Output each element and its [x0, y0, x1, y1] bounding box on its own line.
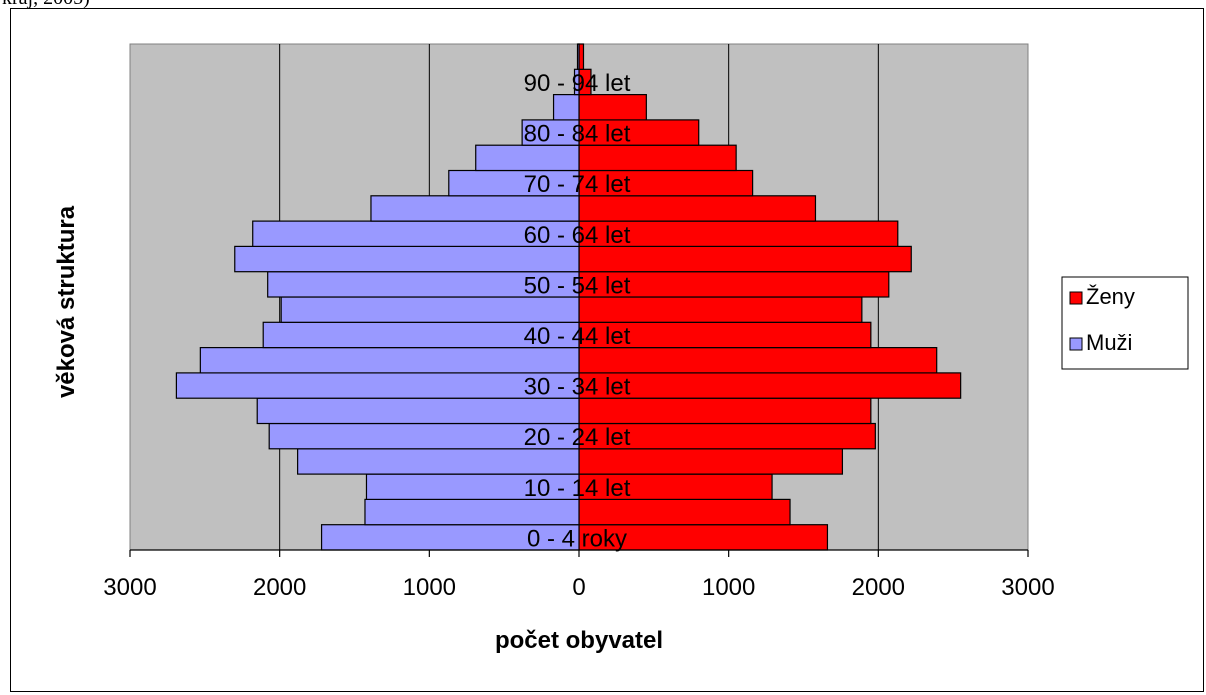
bar-zeny: [578, 271, 890, 298]
series-muzi-bars: [175, 43, 580, 551]
bar-zeny: [578, 473, 773, 501]
category-label: 80 - 84 let: [524, 121, 631, 148]
legend-label: Muži: [1086, 330, 1132, 355]
bar-muzi: [320, 524, 580, 551]
x-tick-label: 2000: [852, 574, 905, 601]
x-tick-label: 2000: [253, 574, 306, 601]
bar-zeny: [578, 347, 938, 374]
bar-muzi: [521, 119, 580, 146]
category-label: 50 - 54 let: [524, 272, 631, 299]
x-tick-label: 1000: [403, 574, 456, 601]
bar-muzi: [365, 473, 580, 501]
category-labels: 0 - 4 roky 10 - 14 let 20 - 24 let 30 - 34 …: [524, 70, 631, 552]
bar-zeny: [578, 498, 791, 526]
category-label: 90 - 94 let: [524, 70, 631, 97]
x-axis-title: počet obyvatel: [495, 627, 663, 654]
category-label: 10 - 14 let: [524, 475, 631, 502]
category-label: 30 - 34 let: [524, 374, 631, 401]
bar-muzi: [234, 245, 580, 273]
x-tick-label: 0: [572, 574, 585, 601]
y-axis-title: věková struktura: [53, 205, 80, 398]
bar-muzi: [573, 68, 580, 96]
legend-box: [1061, 276, 1189, 370]
bar-zeny: [578, 448, 844, 475]
x-tick-label: 3000: [1001, 574, 1054, 601]
bar-zeny: [578, 119, 700, 146]
bar-muzi: [370, 195, 580, 222]
bar-muzi: [364, 498, 580, 526]
category-label: 40 - 44 let: [524, 323, 631, 350]
legend-label: Ženy: [1086, 284, 1135, 309]
bar-muzi: [475, 144, 580, 172]
x-axis: 3000 2000 1000 0 1000 2000 3000: [103, 549, 1055, 601]
bar-muzi: [297, 448, 580, 475]
bar-muzi: [576, 43, 580, 70]
bar-muzi: [252, 220, 580, 248]
bar-zeny: [578, 422, 876, 450]
bar-zeny: [578, 296, 863, 323]
bar-zeny: [578, 321, 872, 349]
category-label: 20 - 24 let: [524, 424, 631, 451]
x-tick-label: 1000: [702, 574, 755, 601]
x-tick-label: 3000: [103, 574, 156, 601]
legend-swatch: [1069, 291, 1083, 305]
bar-muzi: [199, 347, 580, 374]
legend-swatch: [1069, 337, 1083, 351]
bar-zeny: [578, 43, 585, 70]
bar-muzi: [175, 372, 580, 399]
bar-muzi: [268, 422, 580, 450]
category-label: 70 - 74 let: [524, 171, 631, 198]
bar-zeny: [578, 195, 817, 222]
legend: Ženy Muži: [1061, 276, 1189, 370]
series-zeny-bars: [578, 43, 962, 551]
caption-fragment: kraj, 2005): [2, 0, 90, 8]
bar-muzi: [256, 397, 580, 425]
bar-muzi: [280, 296, 580, 323]
bar-zeny: [578, 397, 872, 425]
category-label: 60 - 64 let: [524, 222, 631, 249]
bar-zeny: [578, 245, 912, 273]
bar-zeny: [578, 220, 899, 248]
bar-zeny: [578, 144, 737, 172]
bar-zeny: [578, 93, 647, 121]
category-label: 0 - 4 roky: [527, 525, 627, 552]
bar-zeny: [578, 372, 962, 399]
bar-muzi: [552, 93, 580, 121]
